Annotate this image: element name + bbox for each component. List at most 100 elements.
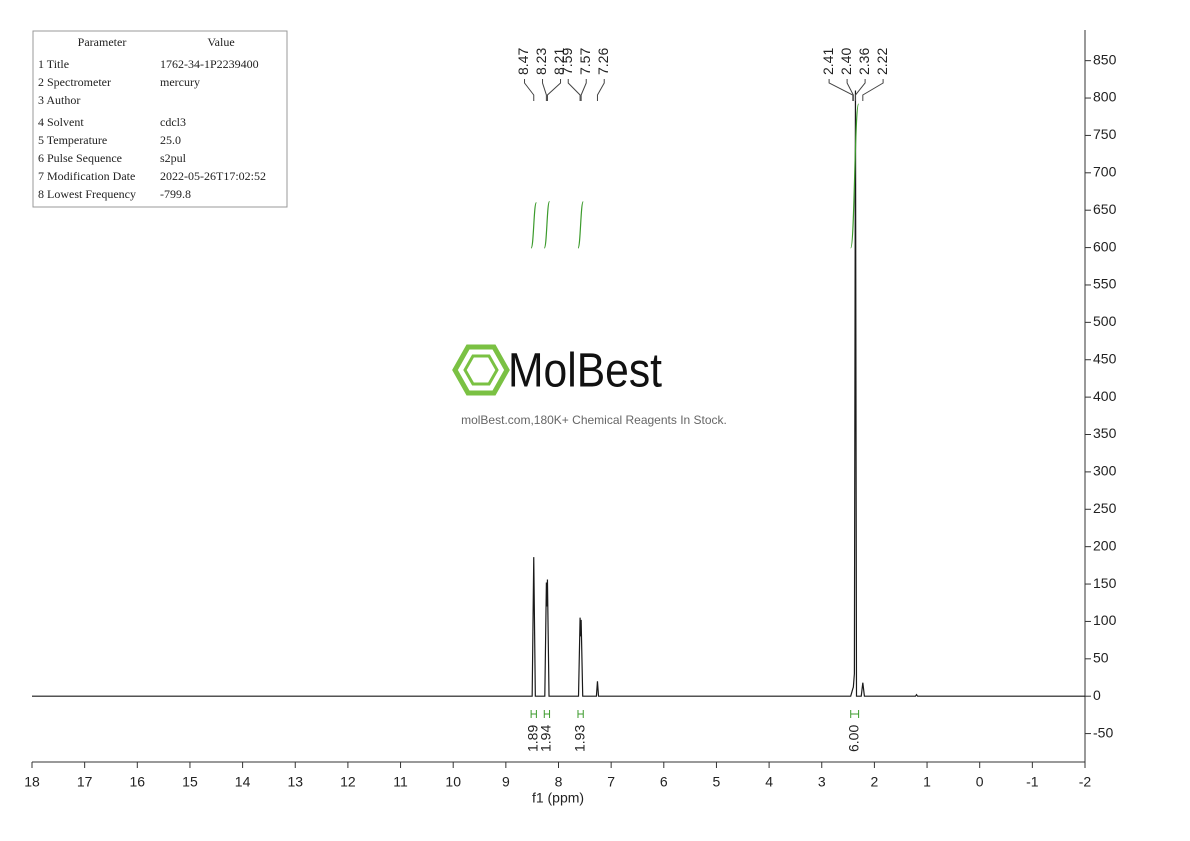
brand: MolBest [508, 345, 662, 398]
x-tick-label: 6 [660, 774, 668, 790]
peak-connector [524, 79, 535, 101]
integral-bracket [577, 710, 584, 718]
x-tick-label: 1 [923, 774, 931, 790]
y-tick-label: 850 [1093, 51, 1117, 67]
table-header: Value [207, 35, 234, 49]
x-tick-label: 15 [182, 774, 198, 790]
integral-bracket [850, 710, 860, 718]
y-tick-label: 350 [1093, 425, 1117, 441]
integral-bracket [530, 710, 537, 718]
x-tick-label: 17 [77, 774, 93, 790]
x-tick-label: 7 [607, 774, 615, 790]
table-cell: 1762-34-1P2239400 [160, 57, 259, 71]
logo-inner [463, 354, 499, 386]
table-border [32, 30, 288, 208]
y-tick-label: -50 [1093, 724, 1113, 740]
x-tick-label: 2 [871, 774, 879, 790]
y-tick-label: 500 [1093, 313, 1117, 329]
peak-connector [567, 79, 581, 101]
peak-connector [828, 79, 854, 101]
table-cell: 3 Author [38, 93, 80, 107]
y-tick-label: 300 [1093, 463, 1117, 479]
integral-label: 1.94 [538, 725, 554, 752]
y-tick-label: 450 [1093, 350, 1117, 366]
integral-label: 1.93 [571, 725, 587, 752]
x-tick-label: 18 [24, 774, 40, 790]
peak-label: 2.40 [838, 48, 854, 75]
x-tick-label: 5 [713, 774, 721, 790]
integral-curve [530, 202, 537, 249]
x-tick-label: 13 [287, 774, 303, 790]
x-tick-label: -1 [1026, 774, 1039, 790]
table-cell: 2022-05-26T17:02:52 [160, 169, 266, 183]
y-tick-label: 650 [1093, 201, 1117, 217]
integral-curve [850, 103, 860, 249]
x-tick-label: -2 [1079, 774, 1092, 790]
table-header: Parameter [78, 35, 127, 49]
spectrum-line [32, 90, 1085, 697]
integral-label: 1.89 [524, 725, 540, 752]
logo-hexagon [452, 344, 510, 396]
y-tick-label: 150 [1093, 575, 1117, 591]
x-tick-label: 14 [235, 774, 251, 790]
peak-label: 2.22 [874, 48, 890, 75]
x-tick-label: 8 [555, 774, 563, 790]
table-cell: 25.0 [160, 133, 181, 147]
y-tick-label: 0 [1093, 687, 1101, 703]
table-cell: mercury [160, 75, 200, 89]
y-tick-label: 750 [1093, 126, 1117, 142]
peak-label: 8.21 [551, 48, 567, 75]
peak-label: 7.26 [595, 48, 611, 75]
x-tick-label: 0 [976, 774, 984, 790]
y-tick-label: 550 [1093, 276, 1117, 292]
peak-label: 7.59 [559, 48, 575, 75]
integral-bracket [543, 710, 551, 718]
y-tick-label: 700 [1093, 164, 1117, 180]
peak-connector [854, 79, 866, 101]
table-cell: 7 Modification Date [38, 169, 135, 183]
table-cell: -799.8 [160, 187, 191, 201]
x-tick-label: 12 [340, 774, 356, 790]
peak-connector [546, 79, 562, 101]
table-cell: 6 Pulse Sequence [38, 151, 122, 165]
table-cell: 4 Solvent [38, 115, 84, 129]
y-tick-label: 200 [1093, 537, 1117, 553]
x-tick-label: 9 [502, 774, 510, 790]
peak-connector [542, 79, 547, 101]
x-tick-label: 10 [445, 774, 461, 790]
peak-connector [580, 79, 587, 101]
table-cell: 2 Spectrometer [38, 75, 111, 89]
y-tick-label: 50 [1093, 650, 1109, 666]
parameter-table: Parameter Value 1 Title 1762-34-1P2239400 2 … [32, 30, 288, 208]
integral-curve [577, 201, 584, 249]
peak-label: 2.36 [856, 48, 872, 75]
peak-connector [846, 79, 854, 101]
peak-label: 8.47 [515, 48, 531, 75]
table-cell: 5 Temperature [38, 133, 107, 147]
peak-connector [596, 79, 605, 101]
y-tick-label: 250 [1093, 500, 1117, 516]
x-tick-label: 4 [765, 774, 773, 790]
table-cell: 8 Lowest Frequency [38, 187, 136, 201]
y-tick-label: 600 [1093, 238, 1117, 254]
integral-curve [543, 200, 551, 249]
integral-label: 6.00 [845, 725, 861, 752]
x-tick-label: 16 [130, 774, 146, 790]
x-tick-label: 11 [393, 774, 408, 790]
y-tick-label: 100 [1093, 612, 1117, 628]
tagline: molBest.com,180K+ Chemical Reagents In S… [461, 413, 727, 427]
table-cell: s2pul [160, 151, 187, 165]
peak-connector [862, 79, 884, 101]
x-axis-label: f1 (ppm) [532, 790, 584, 806]
peak-label: 2.41 [820, 48, 836, 75]
watermark: MolBest molBest.com,180K+ Chemical Reage… [452, 344, 727, 427]
peak-label: 7.57 [577, 48, 593, 75]
table-cell: 1 Title [38, 57, 69, 71]
y-tick-label: 800 [1093, 89, 1117, 105]
table-cell: cdcl3 [160, 115, 186, 129]
x-tick-label: 3 [818, 774, 826, 790]
y-tick-label: 400 [1093, 388, 1117, 404]
peak-label: 8.23 [533, 48, 549, 75]
